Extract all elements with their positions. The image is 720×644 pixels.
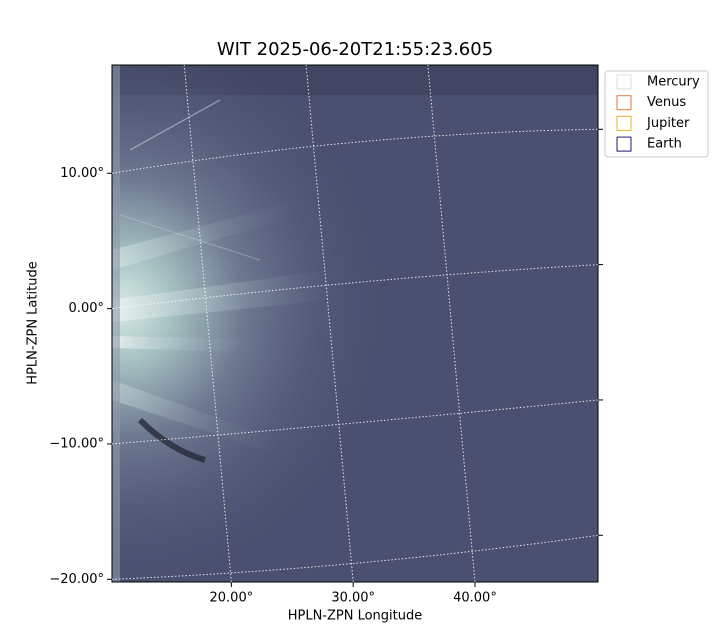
image — [112, 65, 598, 582]
grid-line — [112, 264, 598, 310]
y-tick-label: 10.00° — [60, 166, 104, 181]
grid-line — [112, 534, 598, 580]
legend-swatch — [616, 115, 632, 131]
grid-line — [305, 65, 354, 582]
x-tick-label: 20.00° — [210, 591, 254, 606]
x-tick-label: 40.00° — [453, 591, 497, 606]
legend-swatch — [616, 136, 632, 152]
axes-frame — [111, 64, 599, 583]
chart-title: WIT 2025-06-20T21:55:23.605 — [217, 39, 493, 60]
legend-label: Venus — [647, 95, 686, 110]
y-axis-label: HPLN-ZPN Latitude — [26, 261, 41, 384]
legend-label: Mercury — [647, 75, 700, 90]
y-tick-label: −10.00° — [49, 436, 104, 451]
x-axis-label: HPLN-ZPN Longitude — [288, 609, 423, 624]
grid-line — [112, 128, 598, 174]
grid-line — [112, 399, 598, 445]
y-tick-label: −20.00° — [49, 572, 104, 587]
legend: Mercury Venus Jupiter Earth — [604, 70, 709, 158]
grid-line — [427, 65, 476, 582]
x-tick-label: 30.00° — [331, 591, 375, 606]
legend-swatch — [616, 74, 632, 90]
legend-label: Jupiter — [646, 116, 690, 131]
legend-label: Earth — [647, 137, 682, 152]
legend-swatch — [616, 95, 632, 111]
grid-line — [183, 65, 232, 582]
y-tick-label: 0.00° — [69, 301, 104, 316]
